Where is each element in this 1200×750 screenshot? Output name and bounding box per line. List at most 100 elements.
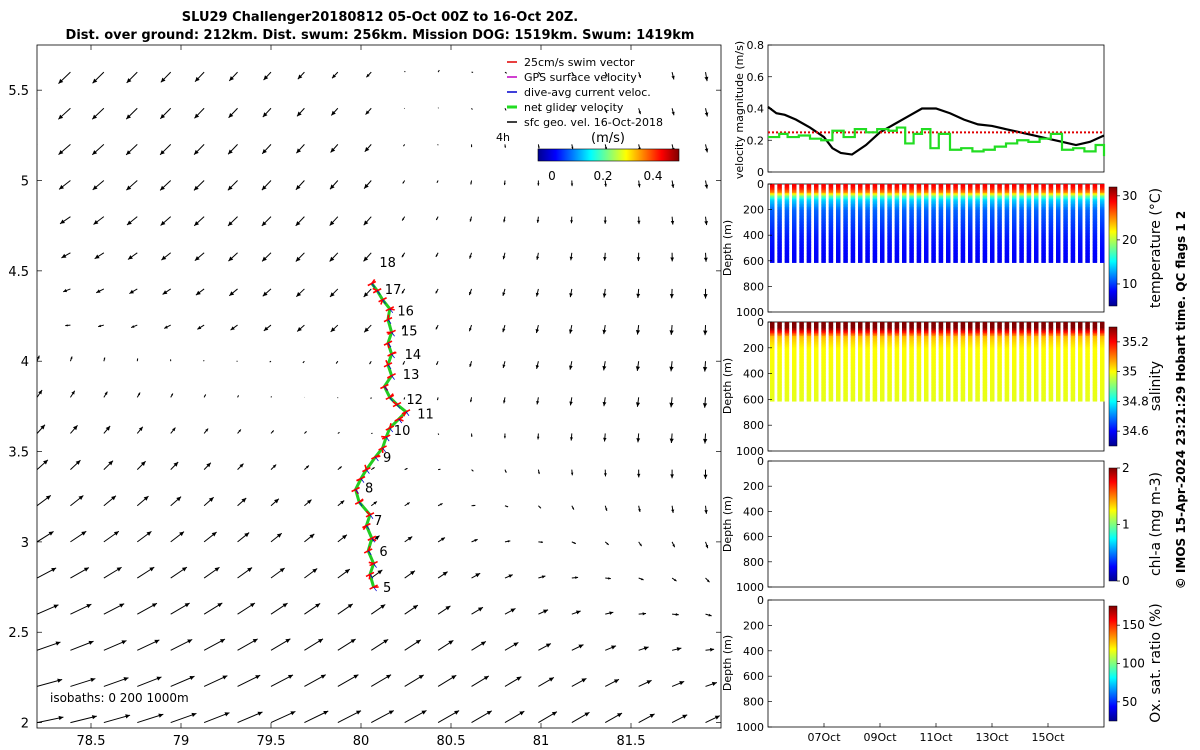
profile-sample [865,393,870,396]
profile-sample [814,248,819,251]
profile-sample [982,214,988,217]
profile-sample [902,210,907,213]
profile-sample [814,397,819,400]
profile-sample [960,380,966,383]
profile-sample [836,214,841,217]
velocity-arrow-head [295,256,301,262]
profile-sample [792,219,797,222]
profile-sample [850,325,856,328]
profile-sample [814,250,819,253]
profile-sample [784,250,790,253]
profile-sample [938,219,944,222]
velocity-arrow-head [603,437,607,442]
profile-sample [1034,208,1039,211]
profile-sample [806,379,812,382]
profile-sample [821,339,826,342]
profile-sample [931,191,936,194]
profile-sample [836,197,841,200]
velocity-arrow-head [569,256,573,261]
profile-sample [924,340,929,343]
profile-sample [1063,236,1068,239]
profile-sample [1070,223,1076,227]
profile-sample [858,322,863,325]
profile-sample [865,251,870,254]
profile-sample [924,250,929,253]
profile-sample [828,191,834,194]
profile-sample [924,349,929,353]
profile-sample [814,240,819,243]
profile-sample [858,397,863,400]
profile-sample [792,323,797,326]
velocity-arrow-head [480,641,486,646]
velocity-arrow-head [703,474,708,479]
profile-sample [806,376,812,379]
profile-sample [792,348,797,351]
profile-sample [865,197,870,200]
day-label: 17 [385,283,402,298]
profile-sample [902,199,907,202]
profile-sample [872,250,878,253]
profile-sample [799,368,804,371]
profile-sample [887,326,892,329]
profile-sample [997,342,1002,345]
velocity-arrow-shaft [404,433,406,435]
profile-sample [1019,184,1024,187]
velocity-arrow-head [636,257,641,262]
profile-sample [777,343,782,346]
velocity-arrow-head [78,495,84,501]
profile-sample [1056,220,1061,223]
profile-sample [997,193,1002,196]
profile-sample [806,359,812,362]
profile-sample [968,366,973,370]
profile-sample [799,207,804,210]
profile-sample [902,237,907,240]
profile-sample [938,236,944,239]
profile-sample [1004,185,1010,188]
profile-sample [946,250,951,253]
profile-sample [814,362,819,365]
profile-sample [916,390,922,393]
profile-sample [887,217,892,220]
profile-sample [777,193,782,196]
profile-sample [997,219,1002,222]
velocity-arrow-shaft [37,72,38,73]
velocity-arrow-head [329,292,335,297]
profile-sample [828,228,834,231]
velocity-arrow-head [670,220,675,225]
profile-sample [1004,222,1010,225]
profile-sample [924,376,929,379]
profile-sample [982,365,988,368]
velocity-arrow-head [635,366,641,371]
profile-sample [799,329,804,332]
profile-sample [902,220,907,223]
profile-sample [931,342,936,345]
profile-sample [990,199,995,202]
profile-sample [880,385,885,388]
profile-sample [865,343,870,346]
profile-sample [902,325,907,328]
profile-sample [784,356,790,359]
profile-sample [770,390,775,393]
profile-sample [850,379,856,382]
profile-sample [902,257,907,260]
velocity-arrow-head [575,610,581,615]
profile-sample [975,391,980,394]
profile-sample [924,374,929,377]
velocity-arrow-head [75,460,81,465]
profile-sample [872,362,878,365]
profile-sample [814,203,819,207]
profile-sample [821,228,826,231]
profile-sample [836,207,841,210]
profile-sample [990,323,995,326]
profile-sample [960,202,966,205]
profile-sample [1078,203,1083,207]
profile-sample [865,243,870,247]
profile-sample [990,393,995,396]
profile-sample [828,207,834,210]
profile-sample [982,184,988,187]
velocity-arrow-head [329,256,335,262]
profile-sample [858,342,863,345]
profile-sample [850,343,856,346]
profile-sample [828,254,834,257]
velocity-arrow-head [230,326,235,331]
